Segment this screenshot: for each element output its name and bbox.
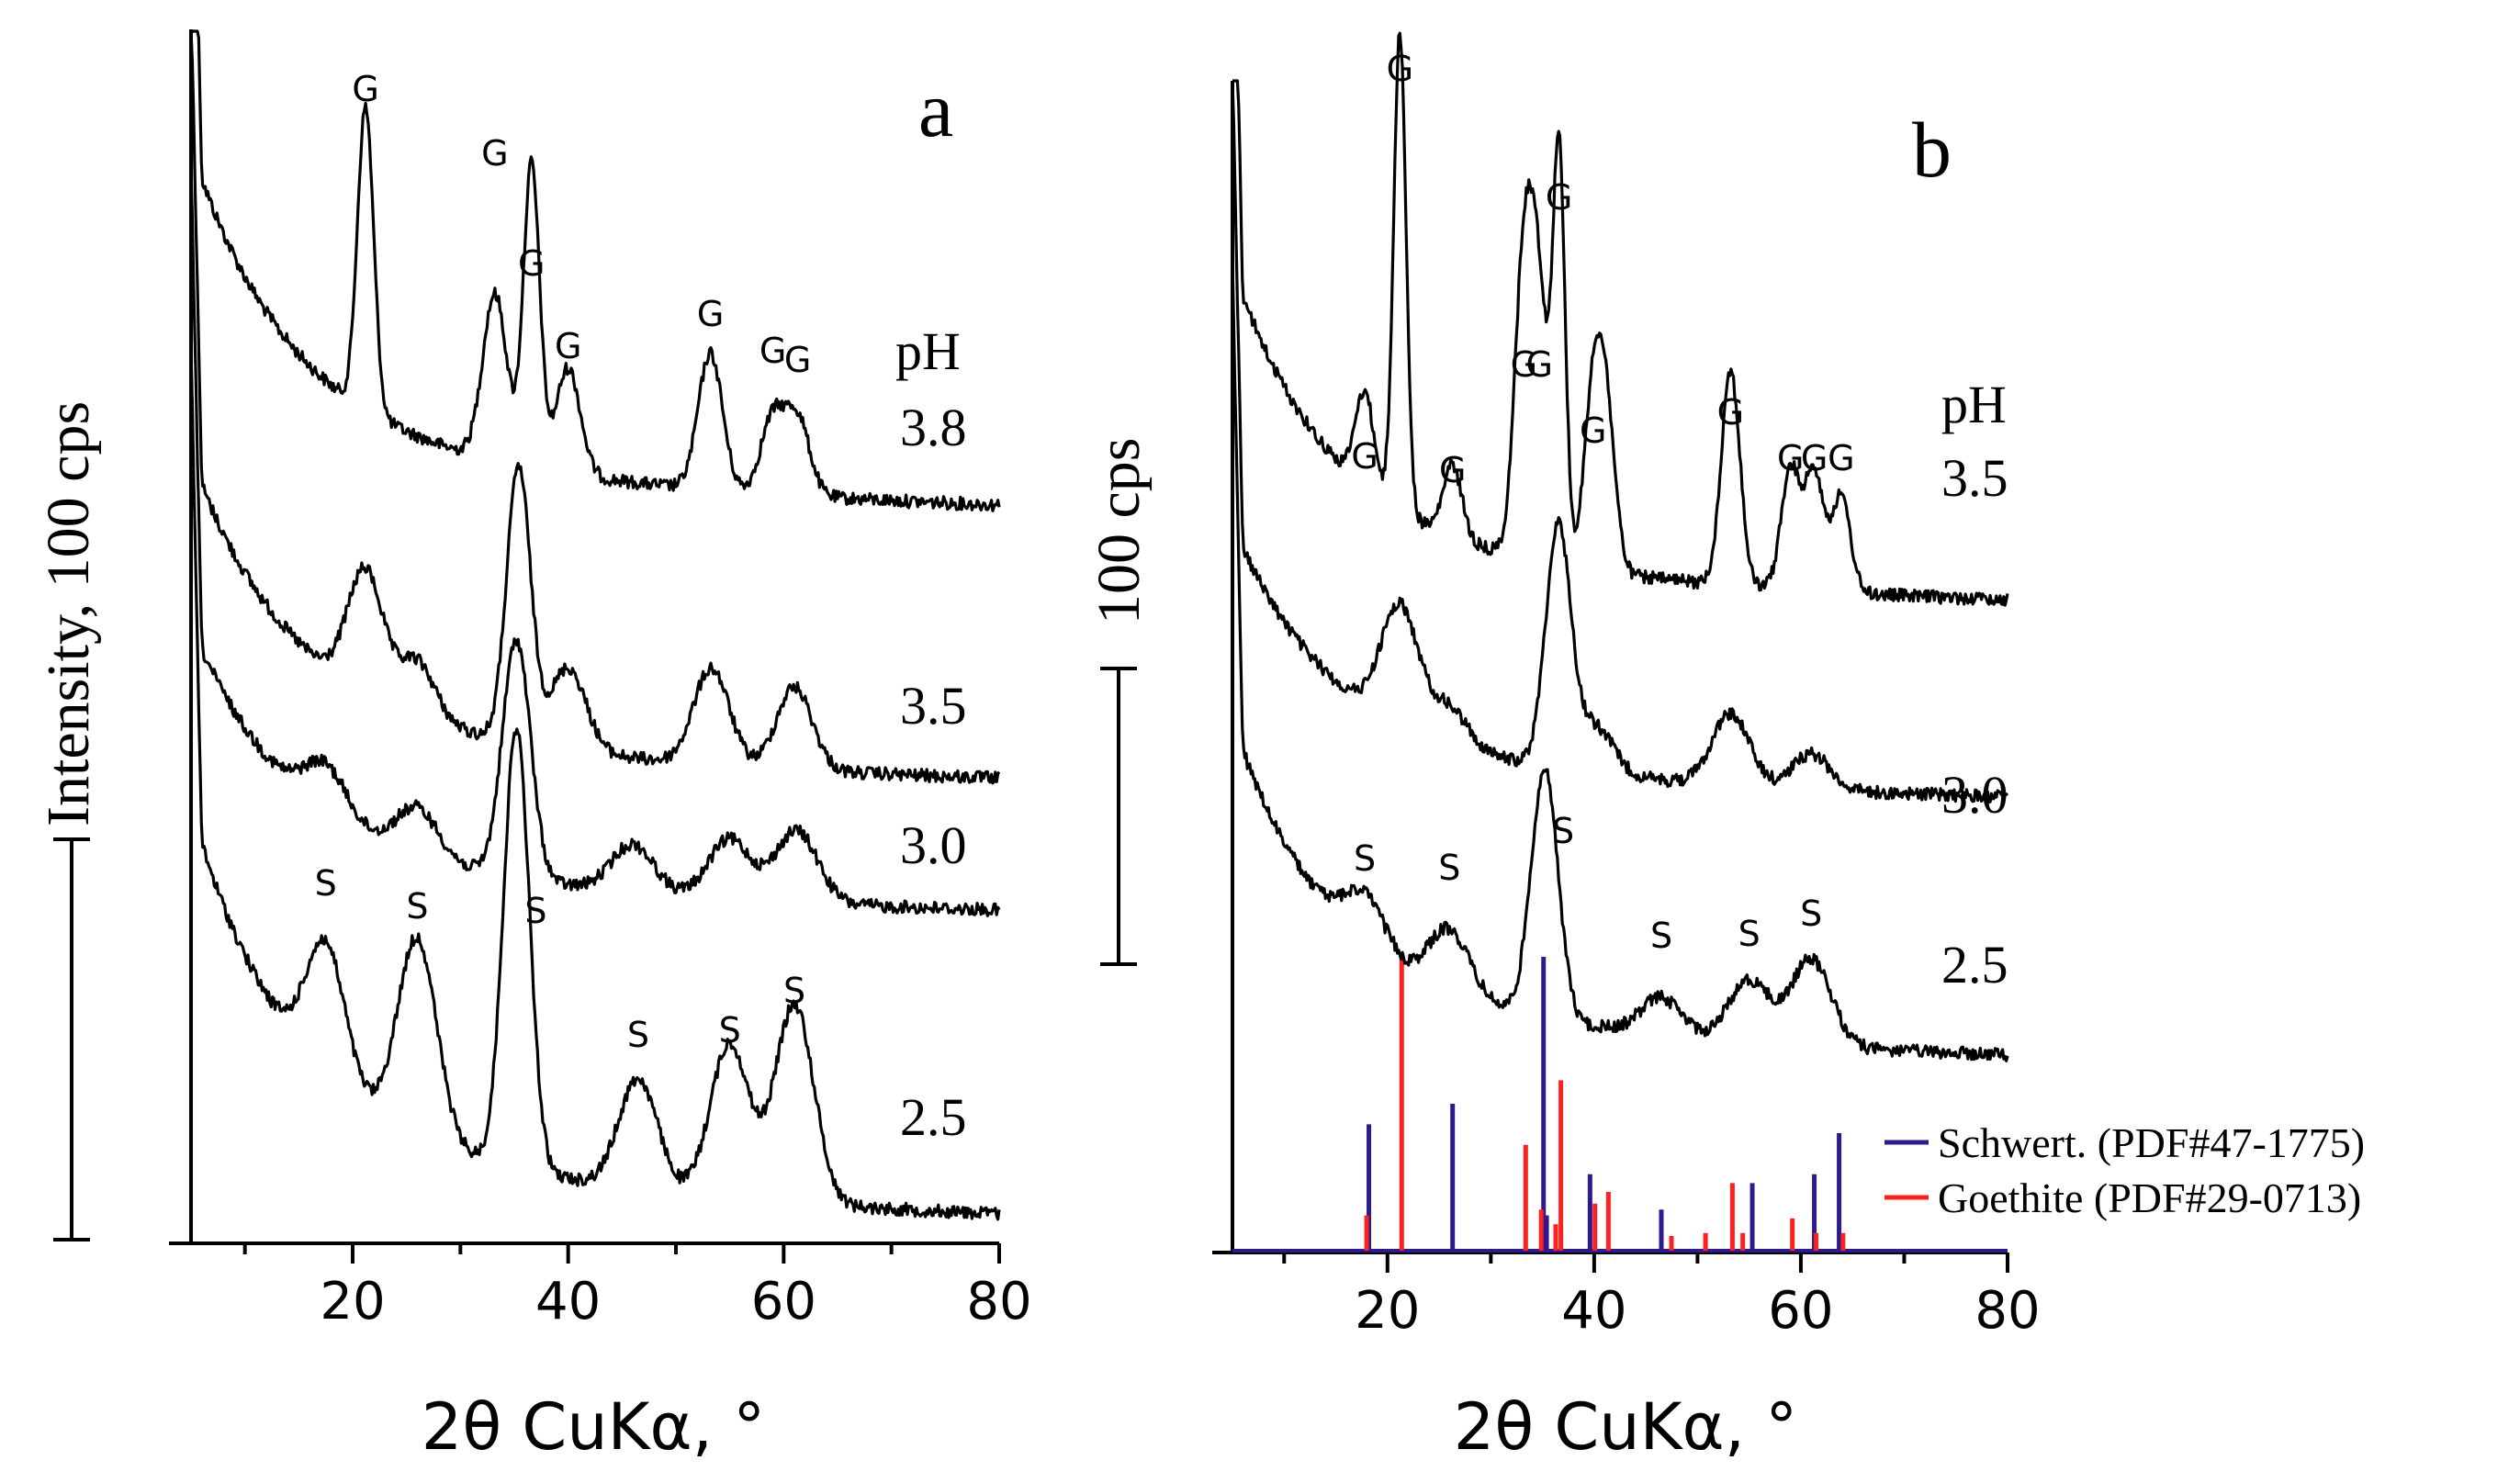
peak-annotation-g: G <box>1525 344 1552 385</box>
panel-b-y-axis-label: 100 cps <box>1086 438 1153 624</box>
panel-a-legend-title: pH <box>895 321 961 381</box>
series-label-ph-3.0: 3.0 <box>900 815 967 875</box>
peak-annotation-s: S <box>783 971 805 1011</box>
series-line-ph-2.5 <box>1231 261 2009 1062</box>
peak-annotation-g: G <box>1801 438 1828 478</box>
peak-annotation-g: G <box>784 340 811 380</box>
panel-a-x-ticks <box>242 1243 1001 1264</box>
peak-annotation-g: G <box>1546 177 1572 218</box>
peak-annotation-s: S <box>1800 893 1822 934</box>
peak-annotation-g: G <box>1717 392 1744 433</box>
peak-annotation-g: G <box>759 331 786 371</box>
peak-annotation-s: S <box>406 886 428 927</box>
panel-a-x-tick-labels: 20 40 60 80 <box>320 1272 1031 1331</box>
peak-annotation-g: G <box>1580 410 1606 451</box>
panel-b-legend-title: pH <box>1941 375 2007 434</box>
series-label-ph-2.5: 2.5 <box>900 1087 967 1147</box>
peak-annotation-s: S <box>315 863 337 904</box>
legend-label-schwert: Schwert. (PDF#47-1775) <box>1938 1119 2365 1166</box>
peak-annotation-g: G <box>481 133 508 174</box>
peak-annotation-s: S <box>627 1015 649 1055</box>
panel-a-y-axis-label: Intensity, 100 cps <box>35 401 102 826</box>
panel-b: b 20 40 60 80 2θ CuKα, ° 100 cps pH 3.5 3.0 2… <box>1086 31 2365 1465</box>
panel-a-letter: a <box>918 65 953 153</box>
series-label-ph-3.5: 3.5 <box>1941 448 2008 508</box>
peak-annotation-g: G <box>1777 438 1804 478</box>
legend-label-goethite: Goethite (PDF#29-0713) <box>1938 1174 2361 1221</box>
peak-annotation-s: S <box>524 891 546 931</box>
x-tick-label: 80 <box>1974 1281 2040 1341</box>
panel-b-x-axis-label: 2θ CuKα, ° <box>1454 1389 1797 1465</box>
x-tick-label: 80 <box>966 1272 1031 1331</box>
peak-annotation-s: S <box>719 1010 741 1050</box>
series-label-ph-3.8: 3.8 <box>900 398 967 457</box>
panel-b-letter: b <box>1912 106 1952 194</box>
panel-b-traces: 3.5 3.0 2.5 <box>1231 31 2009 1062</box>
series-label-ph-3.5: 3.5 <box>900 676 967 736</box>
series-label-ph-3.0: 3.0 <box>1941 765 2008 825</box>
peak-annotation-s: S <box>1354 838 1376 879</box>
x-tick-label: 20 <box>1355 1281 1420 1341</box>
series-line-ph-3.0 <box>1231 82 2009 804</box>
series-line-ph-3.8 <box>190 29 1001 512</box>
x-tick-label: 40 <box>535 1272 601 1331</box>
peak-annotation-g: G <box>1439 450 1466 490</box>
peak-annotation-s: S <box>1438 848 1460 888</box>
x-tick-label: 40 <box>1561 1281 1626 1341</box>
panel-b-legend: Schwert. (PDF#47-1775) Goethite (PDF#29-… <box>1884 1119 2365 1221</box>
x-tick-label: 60 <box>751 1272 816 1331</box>
x-tick-label: 60 <box>1768 1281 1833 1341</box>
panel-b-x-ticks <box>1282 1253 2009 1273</box>
peak-annotation-g: G <box>352 69 378 109</box>
series-line-ph-3.0 <box>189 166 1001 917</box>
peak-annotation-g: G <box>697 294 724 334</box>
series-line-ph-3.5 <box>189 30 1001 785</box>
panel-a: a 20 40 60 80 2θ CuKα, ° Intensity, 100 cps… <box>35 29 1032 1465</box>
peak-annotation-g: G <box>518 243 545 284</box>
peak-annotation-s: S <box>1552 811 1574 851</box>
panel-a-traces: 3.8 3.5 3.0 2.5 <box>189 29 1001 1221</box>
series-line-ph-3.5 <box>1232 31 2009 607</box>
peak-annotation-g: G <box>555 326 581 366</box>
peak-annotation-g: G <box>1387 49 1413 89</box>
peak-annotation-s: S <box>1738 914 1761 954</box>
peak-annotation-g: G <box>1828 438 1854 478</box>
panel-a-x-axis-label: 2θ CuKα, ° <box>422 1389 765 1465</box>
panel-b-x-tick-labels: 20 40 60 80 <box>1355 1281 2040 1341</box>
series-label-ph-2.5: 2.5 <box>1941 935 2008 994</box>
peak-annotation-g: G <box>1351 436 1378 477</box>
peak-annotation-g: G <box>1511 344 1537 385</box>
series-line-ph-2.5 <box>189 350 1001 1221</box>
panel-b-reference-lines <box>1232 957 2008 1253</box>
x-tick-label: 20 <box>320 1272 385 1331</box>
peak-annotation-s: S <box>1650 916 1672 956</box>
